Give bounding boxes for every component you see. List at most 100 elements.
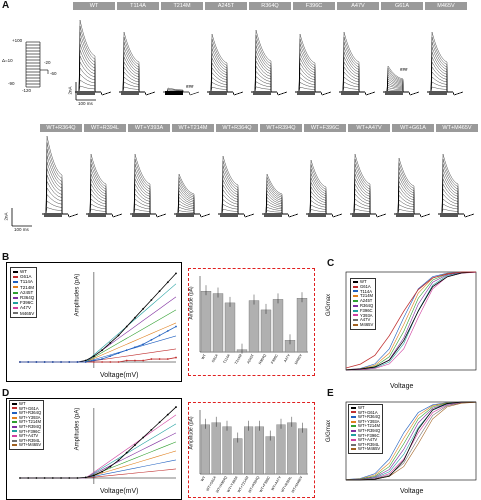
- current-trace: [207, 33, 244, 96]
- bar-tick-label: WT+F396C: [259, 475, 272, 493]
- panel-b-frame: [6, 262, 182, 382]
- iv-point: [166, 330, 169, 332]
- iv-point: [51, 361, 54, 363]
- trace-family-r1-5: [295, 33, 332, 96]
- iv-point: [43, 361, 46, 363]
- current-trace: [218, 155, 255, 218]
- trace-family-r2-8: [394, 157, 431, 218]
- current-trace: [174, 173, 211, 218]
- legend-entry: WT: [353, 279, 373, 285]
- current-trace: [42, 187, 79, 218]
- bar-F396C: [272, 299, 284, 353]
- current-trace: [42, 135, 79, 218]
- bar-WT+R364Q: [222, 426, 232, 475]
- legend-label: WT+M465V: [19, 442, 42, 448]
- current-trace: [383, 65, 420, 96]
- trace-baseline: [88, 213, 106, 217]
- legend-entry: WT+M465V: [351, 447, 380, 452]
- legend-swatch: [13, 286, 18, 289]
- legend-label: WT+R394Q: [19, 423, 42, 429]
- current-trace: [438, 173, 475, 218]
- trace-baseline: [132, 213, 150, 217]
- current-trace: [262, 186, 299, 218]
- trace-family-r1-6: [339, 31, 376, 96]
- protocol-hold-label: -20: [44, 60, 51, 65]
- current-trace: [427, 61, 464, 96]
- legend-swatch: [12, 425, 17, 428]
- legend-label: A47V: [20, 305, 32, 311]
- protocol-delta-label: Δ=10: [2, 58, 13, 63]
- iv-point: [158, 334, 161, 337]
- current-trace: [350, 153, 387, 218]
- trace-family-r2-6: [306, 159, 343, 218]
- legend-label: WT+R364Q: [358, 414, 381, 420]
- iv-series-WT: [20, 273, 177, 363]
- panel-c-xlabel: Voltage: [390, 383, 414, 390]
- legend-swatch: [13, 270, 18, 273]
- trace-baseline: [429, 91, 447, 95]
- legend-swatch: [13, 291, 18, 294]
- current-trace: [42, 148, 79, 218]
- legend-label: WT+A47V: [358, 437, 378, 443]
- trace-header-0: WT+R364Q: [40, 124, 82, 132]
- plot-frame: [345, 401, 477, 481]
- iv-point: [109, 465, 112, 468]
- protocol-top-label: +100: [12, 38, 23, 43]
- iv-series-line: [20, 459, 177, 479]
- iv-point: [150, 299, 153, 301]
- legend-entry: WT+R364Q: [12, 410, 41, 416]
- legend-label: WT+A47V: [19, 433, 39, 439]
- legend-swatch: [12, 439, 17, 442]
- current-trace: [251, 50, 288, 96]
- legend-label: WT+G61A: [19, 405, 39, 411]
- iv-point: [76, 361, 79, 363]
- bar-R364Q: [260, 309, 272, 353]
- legend-entry: WT+R394Q: [12, 423, 42, 430]
- legend-entry: WT+T214M: [351, 424, 380, 429]
- current-trace: [427, 51, 464, 96]
- current-trace: [86, 183, 123, 218]
- legend-entry: T114A: [13, 279, 34, 284]
- legend-swatch: [12, 412, 17, 415]
- iv-point: [60, 361, 62, 363]
- legend-entry: F396C: [353, 308, 373, 314]
- legend-label: WT+Y393A: [19, 414, 41, 420]
- legend-swatch: [351, 443, 356, 446]
- legend-entry: WT+Y393A: [351, 419, 380, 425]
- legend-label: A47V: [360, 317, 371, 323]
- panel-d-legend: WT WT+G61A WT+R364Q WT+Y393A WT+T214M WT+R394…: [9, 400, 45, 450]
- bar-M465V: [296, 298, 308, 353]
- current-trace: [306, 186, 343, 218]
- panel-b-bar-inset: WT G61A T114A T214M A245T R364Q F396C A47V M465V: [199, 276, 308, 365]
- current-trace: [130, 153, 167, 218]
- trace-header-3: WT+T214M: [172, 124, 214, 132]
- bar-tick-label: WT: [201, 353, 208, 360]
- current-trace: [339, 51, 376, 96]
- scale-bar-row1: 2nA 100 ms: [66, 80, 100, 106]
- trace-header-8: M465V: [425, 2, 467, 10]
- sig-mark-g61a: ###: [400, 67, 408, 72]
- bar-WT+T214M: [244, 426, 254, 475]
- current-trace: [207, 53, 244, 96]
- trace-baseline: [396, 213, 414, 217]
- sig-mark-t214m: ###: [186, 84, 194, 89]
- iv-point: [84, 359, 87, 362]
- legend-label: A245T: [360, 298, 373, 304]
- legend-entry: WT: [351, 405, 380, 411]
- legend-entry: WT+T214M: [12, 420, 41, 425]
- current-trace: [394, 157, 431, 218]
- panel-b-inset-box: [188, 268, 315, 376]
- legend-label: WT+R394L: [358, 441, 380, 447]
- current-trace: [130, 173, 167, 218]
- trace-header-6: A47V: [337, 2, 379, 10]
- bar-tick-label: A245T: [246, 353, 255, 365]
- legend-swatch: [12, 444, 17, 447]
- trace-family-r1-1: [119, 31, 156, 96]
- legend-label: G61A: [20, 274, 32, 280]
- iv-point: [117, 459, 120, 462]
- legend-swatch: [12, 402, 17, 405]
- legend-entry: T214M: [353, 293, 373, 299]
- iv-point: [101, 361, 104, 363]
- iv-point: [68, 361, 71, 363]
- current-trace: [251, 29, 288, 96]
